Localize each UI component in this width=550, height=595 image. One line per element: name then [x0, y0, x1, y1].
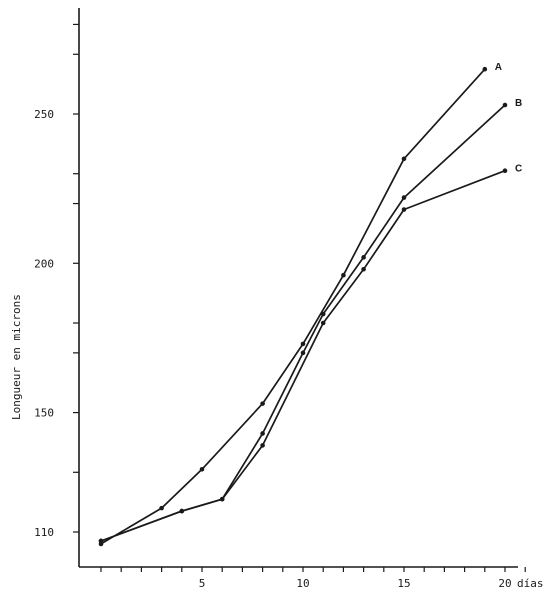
series-line-b [100, 104, 506, 542]
series-line-c [100, 169, 506, 542]
data-point [179, 508, 185, 514]
data-point [401, 207, 407, 212]
data-point [361, 266, 366, 272]
data-point [260, 431, 265, 436]
data-point [260, 443, 265, 448]
data-point [219, 496, 225, 502]
series-label-a: A [495, 62, 502, 73]
x-tick-label: 5 [199, 577, 206, 590]
y-axis-tick-labels: 110 150 200 250 [34, 108, 54, 539]
data-point [260, 401, 265, 406]
series-label-c: C [515, 164, 522, 175]
data-point [401, 156, 407, 162]
data-point [199, 467, 205, 472]
data-point [320, 311, 326, 317]
series-group: A B C [98, 62, 522, 547]
x-tick-label: 15 [397, 577, 410, 590]
y-tick-label: 110 [34, 526, 54, 539]
series-c: C [98, 164, 522, 544]
x-tick-label: 10 [296, 577, 309, 590]
x-axis-tick-labels: 5 10 15 20 [199, 577, 512, 590]
x-axis-ticks [100, 567, 526, 572]
data-point [502, 102, 508, 108]
data-point [159, 505, 164, 511]
data-point [341, 272, 346, 278]
y-tick-label: 250 [34, 108, 54, 121]
data-point [361, 255, 366, 260]
data-point [482, 66, 488, 72]
y-tick-label: 200 [34, 257, 54, 270]
y-axis-ticks [73, 23, 79, 533]
x-tick-label: 20 [498, 577, 511, 590]
series-a: A [98, 62, 502, 547]
y-tick-label: 150 [34, 407, 54, 420]
series-line-a [100, 68, 486, 545]
y-axis-label: Longueur en microns [10, 294, 23, 420]
data-point [300, 350, 306, 356]
series-b: B [98, 98, 522, 544]
x-axis-unit-label: días [517, 577, 544, 590]
series-label-b: B [515, 98, 522, 109]
data-point [502, 168, 508, 174]
data-point [320, 320, 326, 326]
data-point [401, 195, 407, 200]
data-point [98, 538, 104, 544]
data-point [300, 341, 306, 347]
